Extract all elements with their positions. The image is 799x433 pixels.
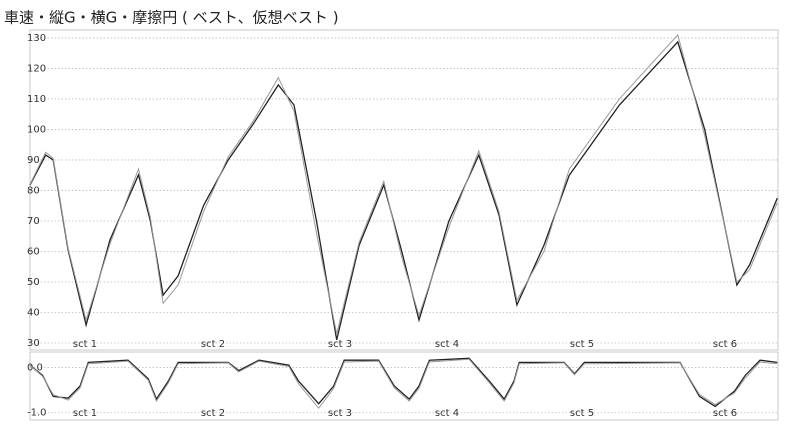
sector-label: sct 1 [73, 339, 97, 350]
y-tick-label: 130 [27, 33, 46, 44]
y-tick-label: 110 [27, 94, 46, 105]
y-tick-label: 40 [27, 307, 40, 318]
sector-label: sct 3 [328, 408, 352, 419]
y-tick-label: 70 [27, 216, 40, 227]
sector-label: sct 2 [201, 339, 225, 350]
sector-label: sct 5 [570, 339, 594, 350]
sector-label: sct 4 [435, 408, 459, 419]
y-tick-label: 0.0 [27, 362, 43, 373]
panel-frame [29, 351, 779, 421]
sector-label: sct 1 [73, 408, 97, 419]
speed-line [29, 33, 778, 334]
y-tick-label: -1.0 [27, 408, 47, 419]
y-tick-label: 90 [27, 155, 40, 166]
sector-label: sct 4 [435, 339, 459, 350]
speed-line [29, 358, 778, 410]
sector-label: sct 6 [713, 408, 737, 419]
panel-frame [29, 29, 779, 351]
y-tick-label: 100 [27, 124, 46, 135]
sector-label: sct 2 [201, 408, 225, 419]
sector-label: sct 6 [713, 339, 737, 350]
y-tick-label: 30 [27, 338, 40, 349]
sector-label: sct 5 [570, 408, 594, 419]
speed-line [29, 357, 778, 408]
chart-title: 車速・縦G・横G・摩擦円 ( ベスト、仮想ベスト ) [4, 9, 339, 27]
sector-label: sct 3 [328, 339, 352, 350]
y-tick-label: 120 [27, 63, 46, 74]
y-tick-label: 80 [27, 185, 40, 196]
y-tick-label: 50 [27, 277, 40, 288]
y-tick-label: 60 [27, 246, 40, 257]
